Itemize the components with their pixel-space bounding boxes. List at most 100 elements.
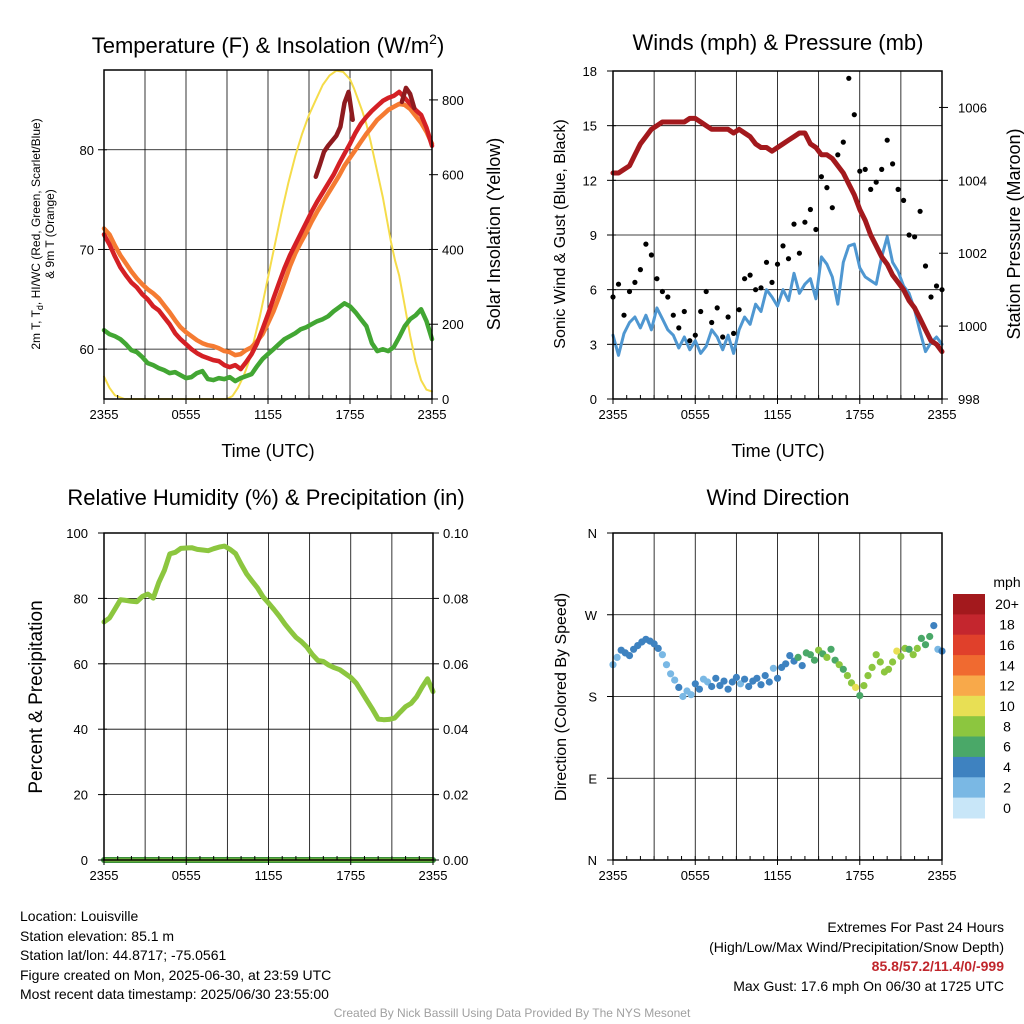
colorbar-swatch xyxy=(953,634,985,656)
direction-point xyxy=(662,661,671,669)
direction-point xyxy=(745,682,753,691)
station-location: Location: Louisville xyxy=(20,908,139,924)
direction-point xyxy=(671,676,679,684)
gust-point xyxy=(857,168,863,174)
y-tick-label: 0 xyxy=(590,392,597,407)
wind-speed-line xyxy=(611,235,944,357)
gust-point xyxy=(895,186,901,192)
colorbar-title: mph xyxy=(993,574,1020,590)
y-tick-label: 40 xyxy=(74,722,88,737)
direction-point xyxy=(613,653,621,662)
extremes-values: 85.8/57.2/11.4/0/-999 xyxy=(871,958,1004,974)
gust-point xyxy=(769,279,775,285)
direction-point xyxy=(856,692,864,700)
gust-point xyxy=(681,308,687,315)
gust-point xyxy=(851,112,857,118)
gust-point xyxy=(758,285,764,291)
x-tick-label: 2355 xyxy=(599,407,628,422)
direction-point xyxy=(695,685,704,693)
x-tick-label: 1755 xyxy=(336,407,365,422)
x-tick-label: 1755 xyxy=(845,407,874,422)
gust-point xyxy=(714,305,720,311)
y2-tick-label: 800 xyxy=(442,93,464,108)
colorbar-label: 6 xyxy=(1003,739,1011,755)
y2-tick-label: 0.08 xyxy=(443,591,468,606)
gust-point xyxy=(868,186,874,192)
colorbar-label: 20+ xyxy=(995,596,1019,612)
colorbar-swatch xyxy=(953,797,985,819)
chart-title: Temperature (F) & Insolation (W/m2) xyxy=(92,31,445,58)
colorbar-swatch xyxy=(953,675,985,697)
direction-point xyxy=(675,683,683,692)
direction-point xyxy=(876,658,884,666)
heat-index-line xyxy=(399,85,417,111)
insolation-line xyxy=(103,69,433,400)
x-tick-label: 2355 xyxy=(928,407,957,422)
x-tick-label: 1755 xyxy=(845,868,874,883)
y-tick-label: 80 xyxy=(74,591,88,606)
y2-tick-label: 1000 xyxy=(958,319,987,334)
direction-point xyxy=(868,663,876,672)
direction-point xyxy=(806,651,815,659)
temp-9m-line xyxy=(101,101,435,358)
direction-point xyxy=(757,681,765,689)
gust-point xyxy=(725,314,731,320)
gust-point xyxy=(933,283,940,289)
x-tick-label: 2355 xyxy=(928,868,957,883)
colorbar-swatch xyxy=(953,695,985,717)
y2-axis-label: Station Pressure (Maroon) xyxy=(1004,128,1024,339)
y2-tick-label: 0 xyxy=(442,392,449,407)
y-tick-label: 20 xyxy=(74,788,88,803)
direction-point xyxy=(658,651,667,659)
y-tick-label: 6 xyxy=(590,283,597,298)
gust-point xyxy=(621,312,627,318)
colorbar-label: 2 xyxy=(1003,779,1011,795)
winds-panel: 0 3 6 9 12 15 18 998 1000 1002 1004 1006 2355 0555 115… xyxy=(552,30,1024,461)
direction-point xyxy=(823,653,831,662)
colorbar-label: 10 xyxy=(999,698,1015,714)
y2-tick-label: 1002 xyxy=(958,246,987,261)
x-tick-label: 2355 xyxy=(90,868,119,883)
gust-point xyxy=(906,232,912,238)
colorbar-swatch xyxy=(953,777,985,799)
gust-point xyxy=(703,288,709,295)
gust-point xyxy=(648,252,655,258)
direction-point xyxy=(667,670,675,678)
direction-point xyxy=(909,651,917,659)
gust-point xyxy=(753,287,759,293)
direction-point xyxy=(736,680,745,688)
direction-point xyxy=(687,691,695,699)
gust-point xyxy=(829,205,835,211)
y2-tick-label: 0.02 xyxy=(443,788,468,803)
y2-axis-label: Solar Insolation (Yellow) xyxy=(484,138,504,330)
direction-point xyxy=(827,645,835,653)
y2-tick-label: 0.10 xyxy=(443,526,468,541)
y-tick-label: 60 xyxy=(80,342,94,357)
figure-created: Figure created on Mon, 2025-06-30, at 23… xyxy=(20,966,332,983)
y-tick-label: N xyxy=(588,853,597,868)
x-tick-label: 0555 xyxy=(681,868,710,883)
y-tick-label: 80 xyxy=(80,143,94,158)
gust-point xyxy=(846,75,852,81)
colorbar-label: 16 xyxy=(999,637,1015,653)
x-axis-label: Time (UTC) xyxy=(731,441,824,461)
station-latlon: Station lat/lon: 44.8717; -75.0561 xyxy=(20,947,227,963)
direction-point xyxy=(864,672,872,680)
y-axis-label-part: 2m T, T xyxy=(29,309,43,349)
y-tick-label: 9 xyxy=(590,228,597,243)
y-tick-label: 12 xyxy=(583,173,597,188)
gust-point xyxy=(654,276,660,282)
y-tick-label: 15 xyxy=(583,119,597,134)
direction-point xyxy=(625,652,634,660)
gust-point xyxy=(884,137,890,143)
gust-point xyxy=(626,288,633,295)
gust-point xyxy=(818,174,825,180)
recent-data-timestamp: Most recent data timestamp: 2025/06/30 2… xyxy=(20,986,329,1002)
y2-tick-label: 0.00 xyxy=(443,853,468,868)
gust-point xyxy=(747,272,753,278)
gust-point xyxy=(922,263,929,269)
chart-title: Relative Humidity (%) & Precipitation (i… xyxy=(67,485,464,510)
gust-point xyxy=(780,243,786,249)
chart-title: Wind Direction xyxy=(706,485,849,510)
gust-point xyxy=(742,276,748,282)
